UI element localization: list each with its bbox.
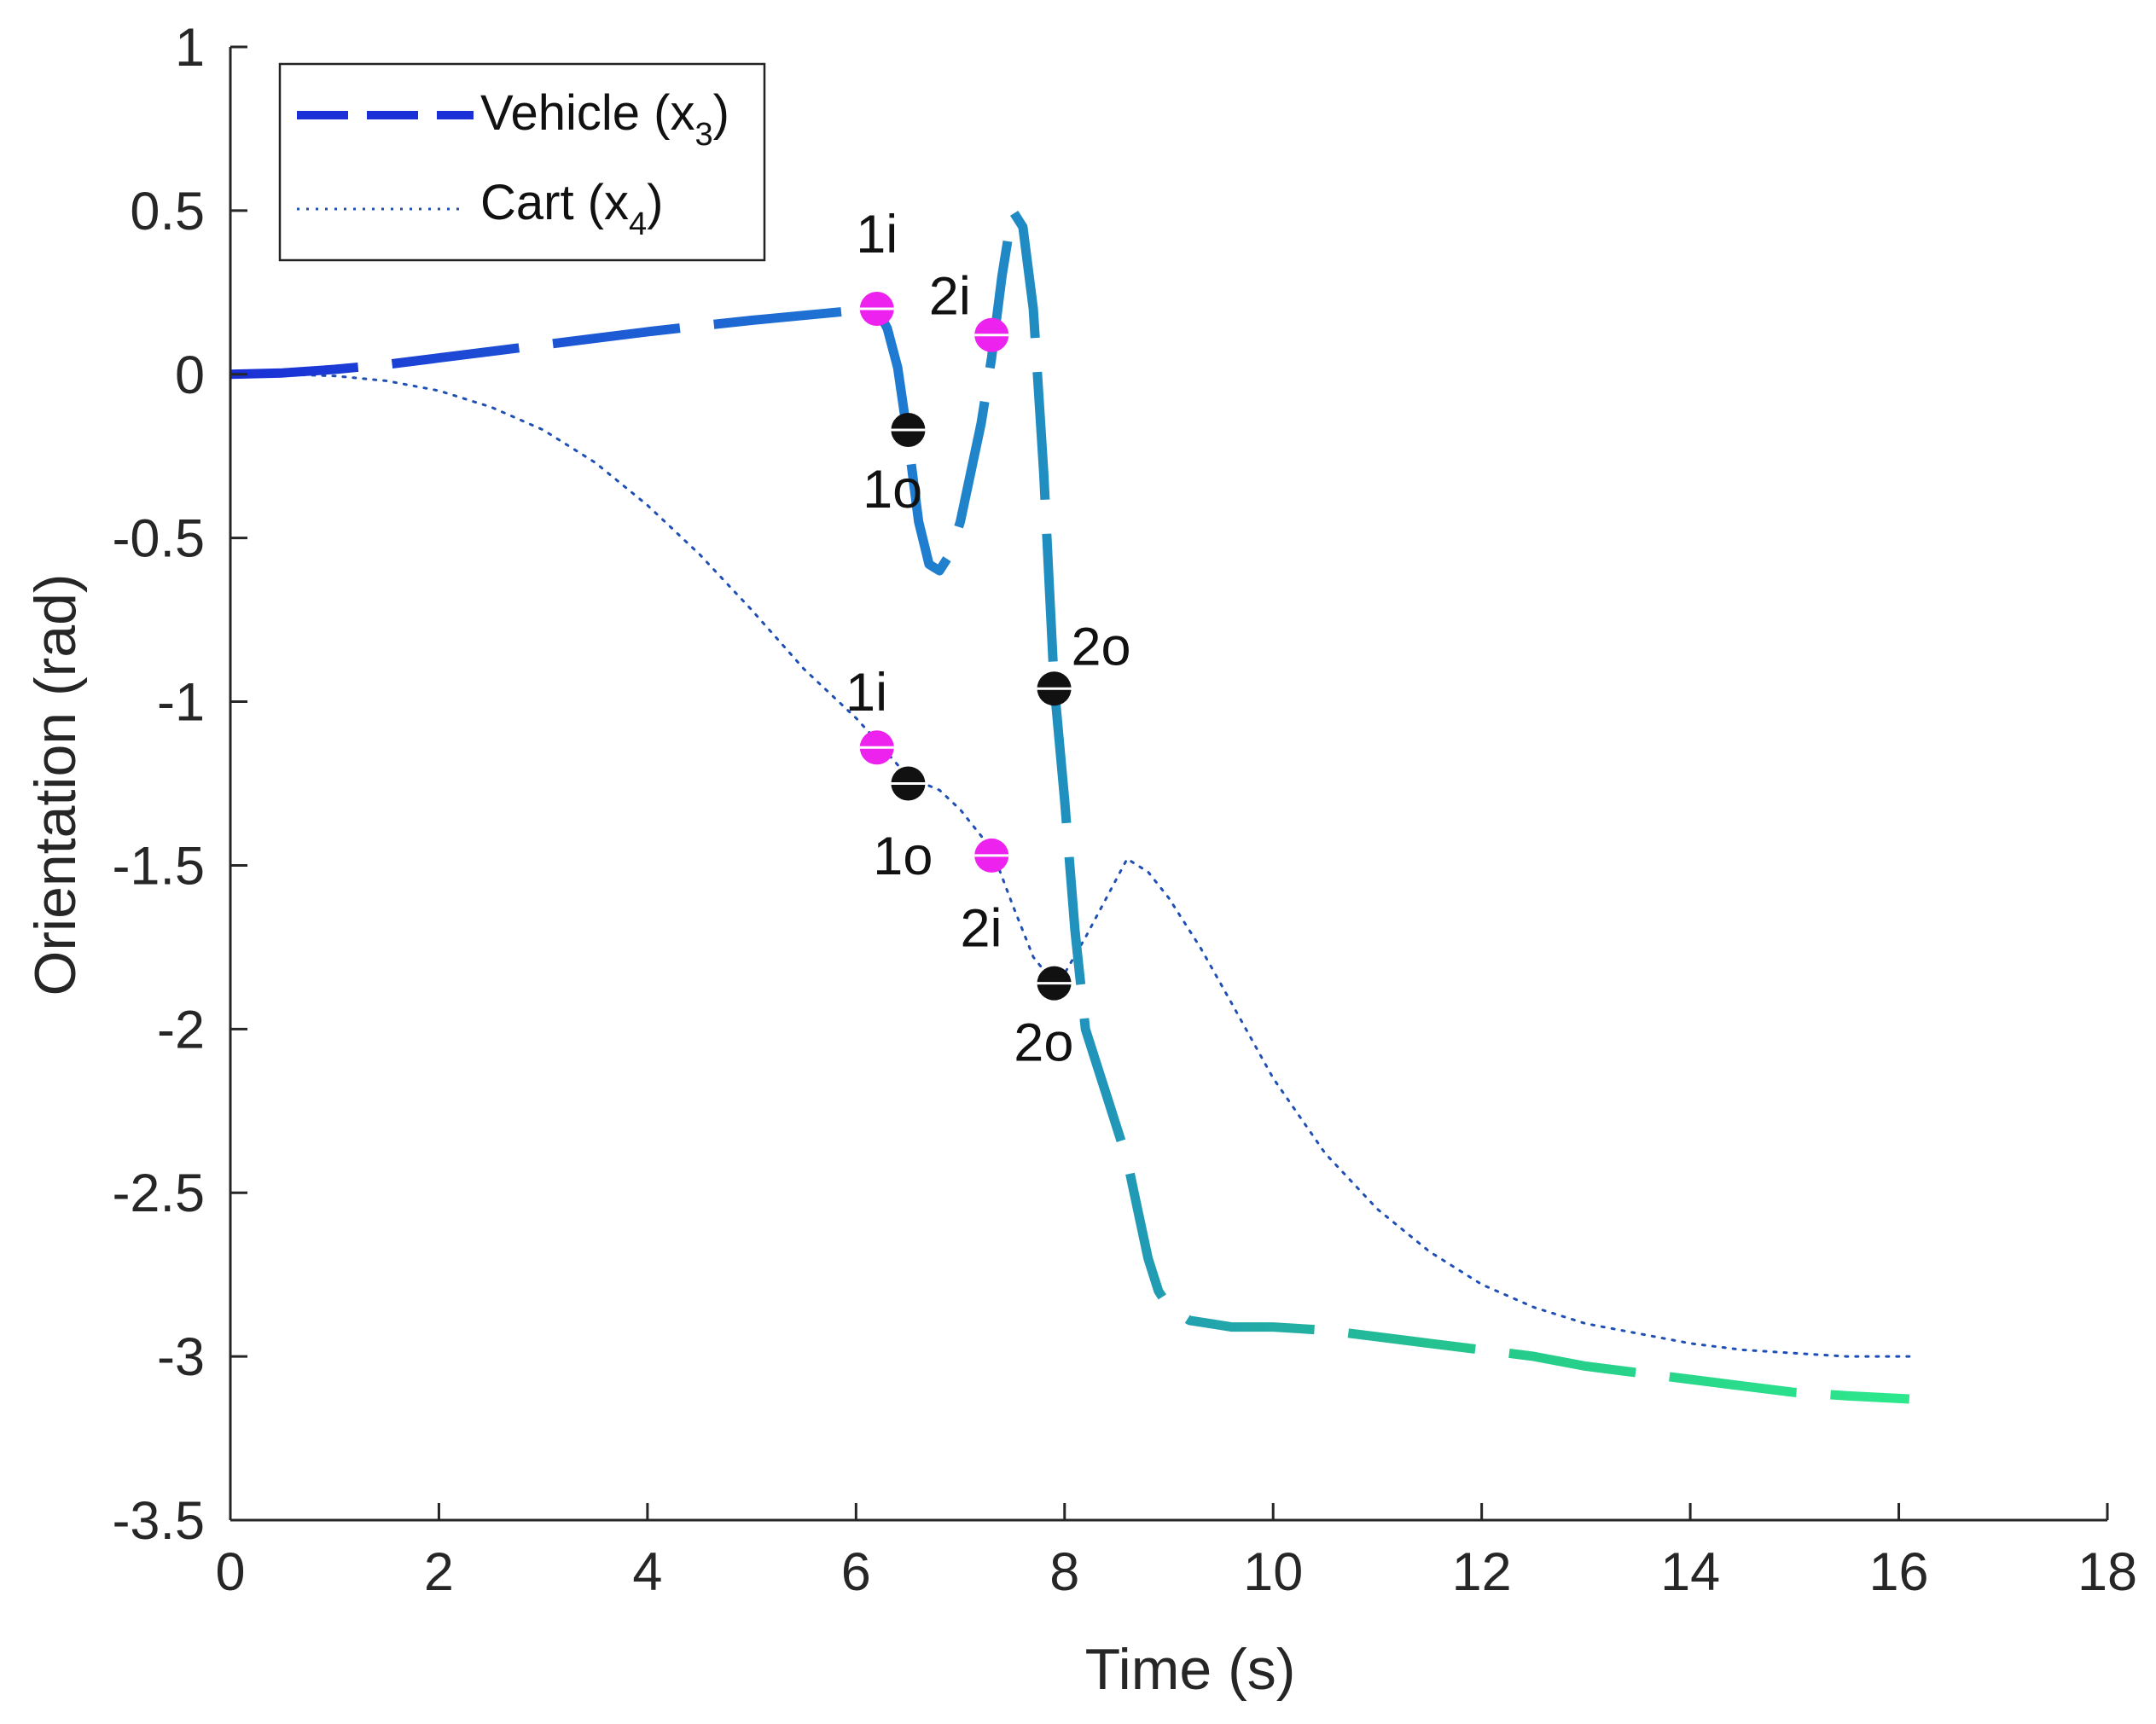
- event-label-1i: 1i: [856, 205, 898, 264]
- y-tick-label: -1: [157, 673, 205, 733]
- y-tick-label: -0.5: [112, 509, 205, 569]
- y-tick-label: 0.5: [130, 182, 205, 241]
- x-tick-label: 10: [1243, 1542, 1303, 1602]
- plot-area: [229, 206, 1911, 1404]
- legend-vehicle-label: Vehicle (x3): [480, 85, 729, 153]
- y-tick-label: -3.5: [112, 1491, 205, 1551]
- event-label-1o: 1o: [863, 460, 922, 520]
- event-label-2o: 2o: [1072, 617, 1131, 676]
- series-vehicle-line: [230, 206, 1910, 1404]
- y-tick-label: -3: [157, 1327, 205, 1387]
- y-tick-label: -2: [157, 1000, 205, 1059]
- axes: 0 2 4 6 8 10 12 14 16 18 1 0.5 0 -0.5 -1 -1.5 -2 -2.5 -3 -3…: [112, 18, 2137, 1602]
- event-label-2i: 2i: [929, 267, 971, 327]
- legend-cart-close: ): [647, 175, 663, 230]
- x-tick-label: 2: [424, 1542, 454, 1602]
- legend-cart-sub: 4: [629, 206, 647, 242]
- x-tick-label: 4: [632, 1542, 662, 1602]
- y-tick-label: 1: [175, 18, 205, 78]
- event-label-2o: 2o: [1014, 1013, 1073, 1073]
- x-tick-label: 0: [215, 1542, 245, 1602]
- legend: Vehicle (x3) Cart (x4): [278, 62, 766, 262]
- legend-box: [278, 62, 766, 262]
- x-axis-title: Time (s): [1085, 1637, 1296, 1702]
- legend-cart-label: Cart (x4): [480, 175, 663, 242]
- legend-vehicle-close: ): [713, 85, 729, 141]
- y-tick-label: 0: [175, 345, 205, 405]
- x-tick-label: 8: [1049, 1542, 1079, 1602]
- x-tick-label: 6: [841, 1542, 871, 1602]
- x-tick-label: 16: [1869, 1542, 1929, 1602]
- event-label-2i: 2i: [960, 898, 1002, 958]
- event-label-1i: 1i: [846, 663, 887, 723]
- x-tick-label: 14: [1660, 1542, 1720, 1602]
- legend-vehicle-text: Vehicle (x: [480, 85, 694, 141]
- x-tick-label: 12: [1452, 1542, 1512, 1602]
- y-tick-label: -2.5: [112, 1164, 205, 1223]
- legend-vehicle-sub: 3: [694, 117, 712, 153]
- y-axis-title: Orientation (rad): [23, 573, 88, 996]
- legend-cart-text: Cart (x: [480, 175, 629, 230]
- y-tick-label: -1.5: [112, 836, 205, 896]
- x-tick-label: 18: [2078, 1542, 2137, 1602]
- event-label-1o: 1o: [873, 827, 933, 886]
